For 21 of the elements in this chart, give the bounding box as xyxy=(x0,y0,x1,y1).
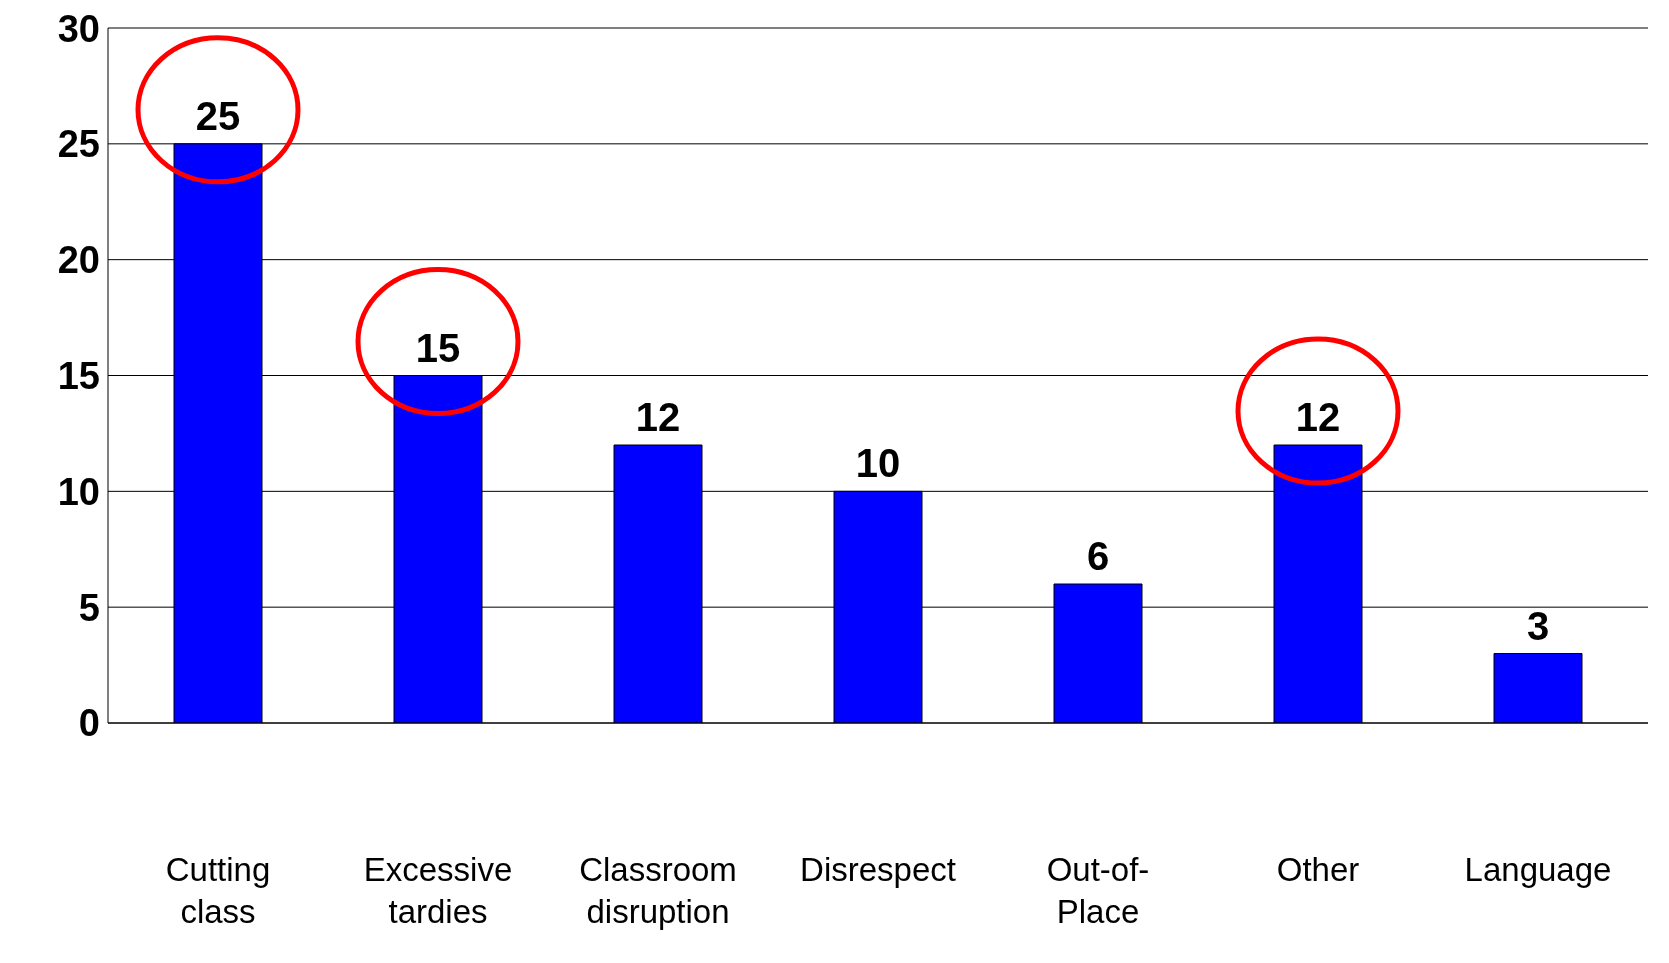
x-tick-label: Other xyxy=(1276,851,1360,888)
data-label: 6 xyxy=(1086,534,1110,578)
data-label: 3 xyxy=(1526,603,1550,648)
y-tick-label: 0 xyxy=(78,702,100,745)
x-tick-label: Cutting class xyxy=(165,851,271,930)
data-label: 25 xyxy=(195,93,241,138)
y-tick-label: 20 xyxy=(57,239,100,282)
x-tick-label: Language xyxy=(1464,851,1612,888)
data-label: 12 xyxy=(1295,395,1341,439)
data-label: 10 xyxy=(855,441,901,486)
x-tick-label: Disrespect xyxy=(800,851,956,888)
y-tick-label: 30 xyxy=(57,7,100,50)
y-tick-label: 5 xyxy=(78,586,100,629)
x-tick-label: Classroom disruption xyxy=(579,851,737,930)
x-tick-label: Out-of-Place xyxy=(1046,851,1150,930)
x-tick-label: Excessive tardies xyxy=(363,851,513,930)
y-tick-label: 25 xyxy=(57,123,100,166)
y-tick-label: 10 xyxy=(57,470,100,513)
data-label: 15 xyxy=(415,325,461,370)
data-label: 12 xyxy=(635,395,681,439)
y-tick-label: 15 xyxy=(57,354,100,397)
